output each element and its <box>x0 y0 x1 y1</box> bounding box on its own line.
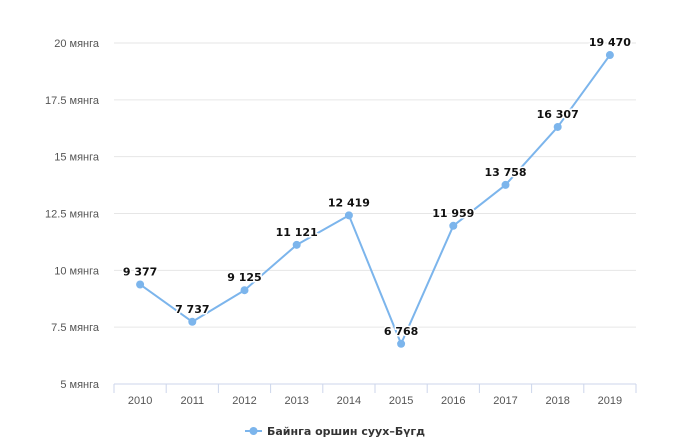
data-label: 19 470 <box>589 36 631 49</box>
series-line-path <box>139 54 611 345</box>
data-label: 6 768 <box>384 325 418 338</box>
y-tick-label: 10 мянга <box>54 265 100 277</box>
x-tick-label: 2014 <box>337 395 361 407</box>
data-label: 7 737 <box>175 303 209 316</box>
y-tick-label: 5 мянга <box>60 379 100 391</box>
y-axis: 5 мянга 7.5 мянга 10 мянга 12.5 мянга 15 мян… <box>45 38 100 391</box>
x-tick-label: 2012 <box>232 395 256 407</box>
series-line <box>136 51 614 348</box>
data-point[interactable] <box>240 286 249 295</box>
data-label: 11 959 <box>432 207 474 220</box>
legend-marker <box>249 427 258 435</box>
x-axis: 2010 2011 2012 2013 2014 2015 2016 2017 2018 2019 <box>113 383 637 407</box>
x-tick-label: 2011 <box>180 395 204 407</box>
legend-label: Байнга оршин суух–Бүгд <box>267 425 425 438</box>
x-tick-label: 2015 <box>389 395 413 407</box>
data-label: 11 121 <box>276 226 318 239</box>
data-point[interactable] <box>501 180 510 189</box>
y-tick-label: 12.5 мянга <box>45 209 100 221</box>
data-label: 9 377 <box>123 265 157 278</box>
x-tick-label: 2013 <box>284 395 308 407</box>
legend[interactable]: Байнга оршин суух–Бүгд <box>245 425 425 438</box>
data-point[interactable] <box>397 339 406 348</box>
x-tick-label: 2018 <box>545 395 569 407</box>
x-tick-label: 2016 <box>441 395 465 407</box>
x-tick-label: 2019 <box>598 395 622 407</box>
x-tick-label: 2017 <box>493 395 517 407</box>
data-point[interactable] <box>344 211 353 220</box>
data-point[interactable] <box>605 51 614 60</box>
y-tick-label: 17.5 мянга <box>45 95 100 107</box>
data-point[interactable] <box>136 280 145 289</box>
data-point[interactable] <box>188 317 197 326</box>
y-tick-label: 20 мянга <box>54 38 100 50</box>
y-tick-label: 15 мянга <box>54 152 100 164</box>
data-labels: 9 377 7 737 9 125 11 121 12 419 6 768 11 959 13… <box>121 35 632 340</box>
data-label: 9 125 <box>227 271 261 284</box>
gridlines <box>114 42 636 328</box>
y-tick-label: 7.5 мянга <box>51 322 100 334</box>
data-label: 13 758 <box>484 166 526 179</box>
data-point[interactable] <box>292 240 301 249</box>
x-tick-label: 2010 <box>128 395 152 407</box>
data-point[interactable] <box>449 221 458 230</box>
data-label: 12 419 <box>328 196 370 209</box>
data-label: 16 307 <box>537 108 579 121</box>
data-point[interactable] <box>553 122 562 131</box>
